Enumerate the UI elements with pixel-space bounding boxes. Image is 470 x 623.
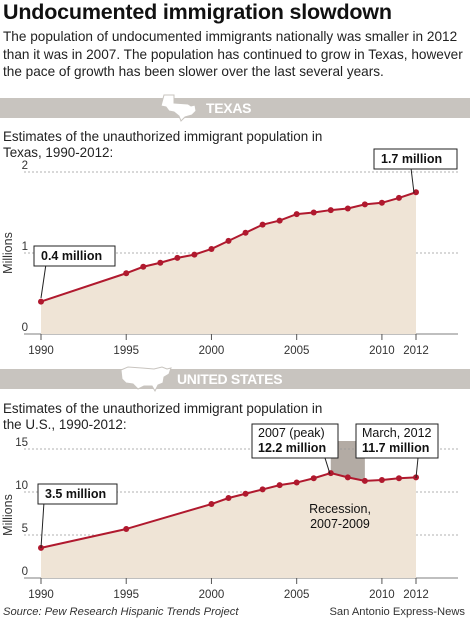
tx-data-point-2007 — [327, 207, 334, 214]
tx-y-tick-0: 0 — [22, 322, 28, 334]
us-band-label: UNITED STATES — [177, 371, 283, 387]
tx-data-point-2008 — [344, 205, 351, 212]
us-chart: 1990 1995 2000 2005 2010 2012 0 5 10 15 Millions… — [1, 423, 458, 601]
tx-data-point-2003 — [259, 221, 266, 228]
tx-data-point-1995 — [123, 270, 130, 277]
headline: Undocumented immigration slowdown — [3, 0, 392, 24]
tx-data-point-2005 — [293, 211, 300, 218]
us-map-outline-icon — [120, 366, 172, 393]
us-section-band: UNITED STATES — [0, 366, 470, 393]
us-peak-callout — [251, 423, 339, 459]
us-x-tick-1990: 1990 — [28, 589, 54, 601]
us-end-callout-line1: March, 2012 — [362, 426, 432, 440]
texas-end-callout-text: 1.7 million — [381, 152, 442, 166]
tx-data-point-2009 — [361, 201, 368, 208]
tx-x-tick-2010: 2010 — [369, 345, 395, 357]
us-subtitle: Estimates of the unauthorized immigrant … — [3, 401, 323, 432]
texas-start-callout-pointer — [40, 263, 47, 299]
us-y-tick-15: 15 — [15, 437, 28, 449]
texas-area-fill — [41, 192, 416, 334]
us-x-tick-2012: 2012 — [403, 589, 429, 601]
texas-section-band: TEXAS — [0, 94, 470, 122]
us-peak-callout-line1: 2007 (peak) — [258, 426, 325, 440]
recession-label-line2: 2007-2009 — [310, 517, 370, 531]
tx-data-point-2000 — [208, 245, 215, 252]
tx-x-tick-1990: 1990 — [28, 345, 54, 357]
tx-data-point-1990 — [38, 298, 44, 305]
tx-data-point-2002 — [242, 229, 249, 236]
us-data-point-2000 — [208, 501, 215, 508]
tx-x-tick-2005: 2005 — [284, 345, 310, 357]
us-start-callout-text: 3.5 million — [45, 487, 106, 501]
tx-y-tick-2: 2 — [22, 160, 28, 172]
intro-paragraph: The population of undocumented immigrant… — [3, 29, 463, 79]
tx-data-point-2001 — [225, 237, 232, 244]
tx-x-tick-1995: 1995 — [113, 345, 139, 357]
us-data-point-2003 — [259, 486, 266, 493]
us-data-point-2005 — [293, 479, 300, 486]
texas-y-axis-label: Millions — [1, 232, 15, 274]
tx-y-tick-1: 1 — [22, 241, 28, 253]
us-start-callout-pointer — [40, 501, 45, 549]
texas-start-callout-text: 0.4 million — [41, 249, 102, 263]
us-end-callout-pointer — [415, 457, 419, 479]
us-peak-callout-line2: 12.2 million — [258, 441, 326, 455]
us-data-point-2002 — [242, 490, 249, 497]
tx-data-point-2004 — [276, 217, 283, 224]
us-end-callout-line2: 11.7 million — [362, 441, 429, 455]
us-y-axis-label: Millions — [1, 494, 15, 536]
us-y-tick-0: 0 — [22, 566, 28, 578]
tx-data-point-1996 — [140, 263, 147, 270]
us-y-tick-5: 5 — [22, 523, 28, 535]
us-data-point-1995 — [123, 525, 130, 532]
us-data-point-2006 — [310, 475, 317, 482]
us-data-point-2008 — [344, 474, 351, 481]
texas-end-callout — [373, 148, 458, 170]
tx-data-point-2012 — [413, 189, 419, 196]
tx-x-tick-2000: 2000 — [199, 345, 225, 357]
texas-chart: 1990 1995 2000 2005 2010 2012 0 1 2 Millions 0.… — [1, 148, 458, 357]
us-data-point-2011 — [395, 475, 402, 482]
us-end-callout — [355, 423, 439, 459]
us-data-point-2004 — [276, 482, 283, 489]
tx-data-point-1999 — [191, 251, 198, 258]
tx-data-point-1998 — [174, 254, 181, 261]
publisher-credit: San Antonio Express-News — [329, 606, 465, 618]
tx-data-point-2006 — [310, 209, 317, 216]
tx-x-tick-2012: 2012 — [403, 345, 429, 357]
us-start-callout — [37, 483, 118, 505]
tx-data-point-2011 — [395, 194, 402, 201]
us-peak-callout-pointer — [324, 457, 331, 475]
us-y-tick-10: 10 — [15, 480, 28, 492]
tx-data-point-2010 — [378, 199, 385, 206]
us-data-point-2001 — [225, 495, 232, 502]
texas-band-label: TEXAS — [206, 100, 252, 116]
us-data-point-2009 — [361, 477, 368, 484]
texas-start-callout — [33, 245, 116, 267]
us-x-tick-2010: 2010 — [369, 589, 395, 601]
texas-end-callout-pointer — [410, 167, 415, 194]
source-note: Source: Pew Research Hispanic Trends Pro… — [3, 606, 239, 618]
us-area-fill — [41, 473, 416, 578]
us-x-tick-1995: 1995 — [113, 589, 139, 601]
us-x-tick-2005: 2005 — [284, 589, 310, 601]
tx-data-point-1997 — [157, 259, 164, 266]
texas-subtitle: Estimates of the unauthorized immigrant … — [3, 129, 323, 160]
us-data-point-2010 — [378, 476, 385, 483]
texas-state-outline-icon — [160, 94, 197, 122]
recession-label-line1: Recession, — [309, 502, 371, 516]
us-x-tick-2000: 2000 — [199, 589, 225, 601]
